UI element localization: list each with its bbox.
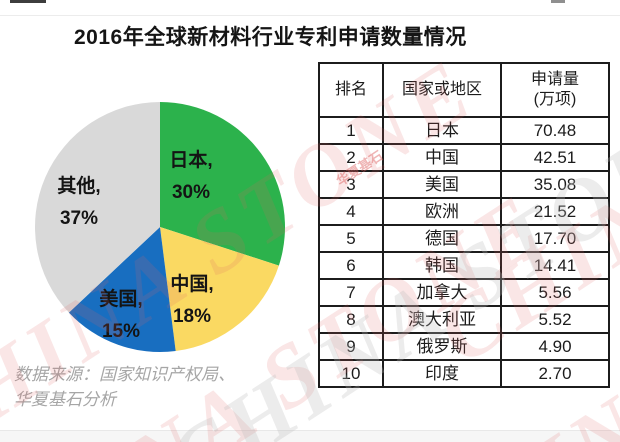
country-cell: 美国 <box>382 170 502 199</box>
table-row: 3 美国 35.08 <box>318 170 610 199</box>
table-header-row: 排名 国家或地区 申请量 (万项) <box>318 62 610 118</box>
pie-slice-japan <box>160 102 285 266</box>
country-cell: 德国 <box>382 224 502 253</box>
table-row: 8 澳大利亚 5.52 <box>318 305 610 334</box>
value-cell: 4.90 <box>500 332 610 361</box>
country-cell: 澳大利亚 <box>382 305 502 334</box>
rank-cell: 4 <box>318 197 384 226</box>
rank-cell: 9 <box>318 332 384 361</box>
rank-cell: 3 <box>318 170 384 199</box>
country-cell: 俄罗斯 <box>382 332 502 361</box>
table-row: 10 印度 2.70 <box>318 359 610 388</box>
pie-slice-usa <box>68 227 176 352</box>
pie-label-china: 中国, 18% <box>170 274 214 327</box>
table-row: 4 欧洲 21.52 <box>318 197 610 226</box>
pie-slice-china <box>160 227 279 352</box>
country-cell: 印度 <box>382 359 502 388</box>
bottom-strip <box>0 430 620 442</box>
table-row: 7 加拿大 5.56 <box>318 278 610 307</box>
pie-label-japan: 日本, 30% <box>169 150 213 203</box>
value-cell: 21.52 <box>500 197 610 226</box>
source-note: 数据来源：国家知识产权局、 华夏基石分析 <box>14 362 235 412</box>
table-row: 1 日本 70.48 <box>318 116 610 145</box>
value-cell: 17.70 <box>500 224 610 253</box>
rank-cell: 8 <box>318 305 384 334</box>
rank-cell: 5 <box>318 224 384 253</box>
rank-cell: 2 <box>318 143 384 172</box>
table-row: 6 韩国 14.41 <box>318 251 610 280</box>
rank-cell: 6 <box>318 251 384 280</box>
page-title: 2016年全球新材料行业专利申请数量情况 <box>74 26 467 49</box>
value-cell: 5.52 <box>500 305 610 334</box>
pie-chart: 日本, 30% 中国, 18% 美国, 15% 其他, 37% <box>34 101 286 353</box>
divider-line <box>0 15 620 16</box>
table-row: 2 中国 42.51 <box>318 143 610 172</box>
country-cell: 加拿大 <box>382 278 502 307</box>
rankings-table: 排名 国家或地区 申请量 (万项) 1 日本 70.48 2 中国 42.51 3 美国 35.08… <box>318 62 610 388</box>
pie-chart-svg <box>34 102 285 352</box>
column-header-rank: 排名 <box>318 62 384 118</box>
pie-slice-other <box>34 102 160 313</box>
pie-label-other: 其他, 37% <box>57 176 101 229</box>
column-header-country: 国家或地区 <box>382 62 502 118</box>
value-cell: 5.56 <box>500 278 610 307</box>
country-cell: 欧洲 <box>382 197 502 226</box>
source-note-line2: 华夏基石分析 <box>14 390 116 409</box>
value-cell: 35.08 <box>500 170 610 199</box>
country-cell: 中国 <box>382 143 502 172</box>
country-cell: 韩国 <box>382 251 502 280</box>
rank-cell: 1 <box>318 116 384 145</box>
rank-cell: 10 <box>318 359 384 388</box>
value-cell: 42.51 <box>500 143 610 172</box>
country-cell: 日本 <box>382 116 502 145</box>
screenshot-crop-artifact <box>10 0 46 3</box>
source-note-line1: 数据来源：国家知识产权局、 <box>14 365 235 384</box>
value-cell: 70.48 <box>500 116 610 145</box>
table-row: 5 德国 17.70 <box>318 224 610 253</box>
screenshot-crop-artifact <box>551 0 565 3</box>
value-cell: 14.41 <box>500 251 610 280</box>
rank-cell: 7 <box>318 278 384 307</box>
pie-label-usa: 美国, 15% <box>99 289 143 342</box>
value-cell: 2.70 <box>500 359 610 388</box>
table-row: 9 俄罗斯 4.90 <box>318 332 610 361</box>
column-header-value: 申请量 (万项) <box>500 62 610 118</box>
